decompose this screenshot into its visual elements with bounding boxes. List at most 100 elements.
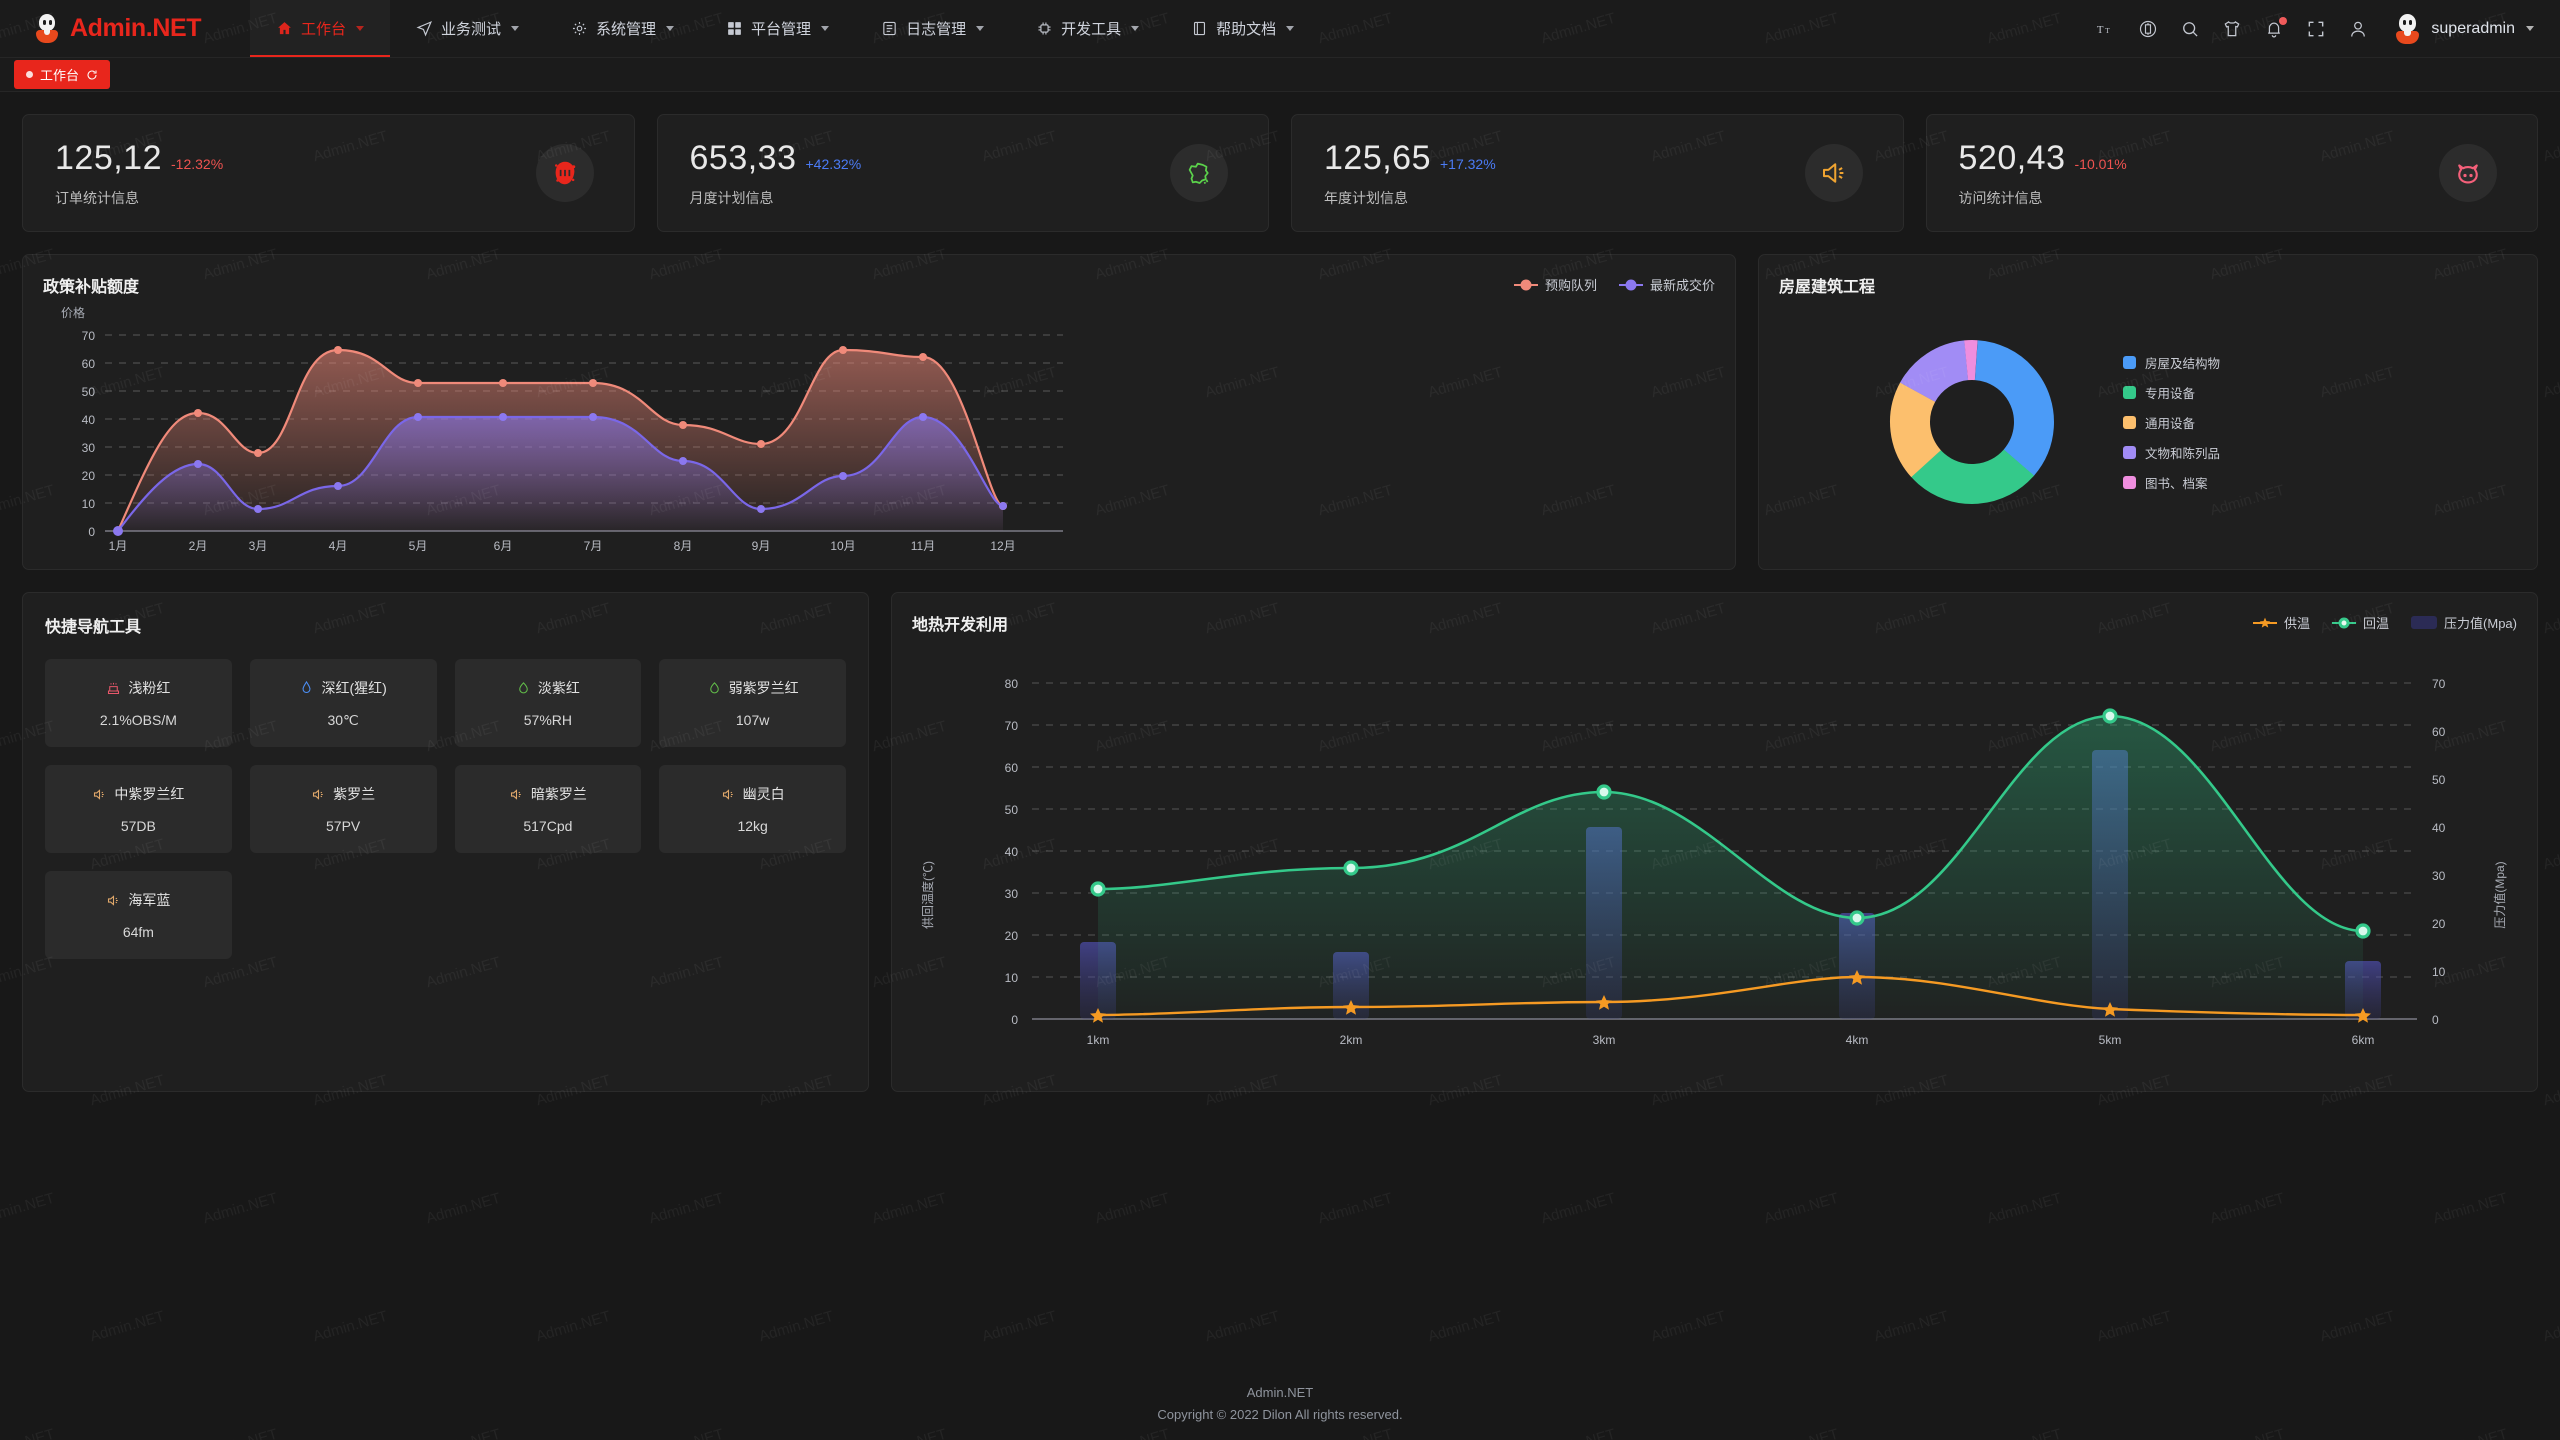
refresh-icon[interactable] bbox=[86, 69, 98, 81]
mascot-logo-icon bbox=[34, 13, 60, 44]
legend-item-cultural-relics[interactable]: 文物和陈列品 bbox=[2123, 443, 2220, 462]
user-menu[interactable]: superadmin bbox=[2394, 13, 2534, 44]
legend-line-icon bbox=[1513, 279, 1538, 290]
svg-text:10: 10 bbox=[82, 497, 96, 511]
svg-text:30: 30 bbox=[82, 441, 96, 455]
policy-subsidy-area-chart: 价格 70 60 50 40 30 20 10 0 bbox=[61, 305, 1063, 553]
svg-text:50: 50 bbox=[2432, 773, 2446, 787]
stat-delta: +17.32% bbox=[1440, 155, 1496, 172]
svg-text:20: 20 bbox=[82, 469, 96, 483]
nav-item-platform-manage[interactable]: 平台管理 bbox=[700, 0, 855, 57]
legend-swatch bbox=[2123, 355, 2136, 369]
stat-card-monthly-plan[interactable]: 653,33 +42.32% 月度计划信息 bbox=[656, 114, 1269, 232]
quick-nav-item-1[interactable]: 深红(猩红) 30℃ bbox=[249, 659, 437, 747]
user-icon[interactable] bbox=[2348, 19, 2368, 39]
svg-text:1月: 1月 bbox=[109, 539, 128, 551]
brand[interactable]: Admin.NET bbox=[0, 0, 250, 57]
svg-text:30: 30 bbox=[1005, 887, 1019, 901]
legend-label: 专用设备 bbox=[2145, 386, 2196, 401]
theme-shirt-icon[interactable] bbox=[2222, 19, 2242, 39]
legend-item-pressure[interactable]: 压力值(Mpa) bbox=[2411, 613, 2517, 632]
nav-item-system-manage[interactable]: 系统管理 bbox=[545, 0, 700, 57]
svg-text:11月: 11月 bbox=[911, 539, 935, 551]
legend-swatch bbox=[2123, 475, 2136, 489]
volume-icon bbox=[509, 787, 524, 802]
footer-copyright: Copyright © 2022 Dilon All rights reserv… bbox=[1157, 1406, 1403, 1422]
search-icon[interactable] bbox=[2180, 19, 2200, 39]
quick-nav-label: 海军蓝 bbox=[128, 892, 171, 908]
svg-text:6月: 6月 bbox=[494, 539, 513, 551]
svg-text:3月: 3月 bbox=[249, 539, 268, 551]
building-donut-chart bbox=[1890, 340, 2054, 504]
legend-item-special-equipment[interactable]: 专用设备 bbox=[2123, 383, 2220, 402]
legend-line-icon bbox=[1618, 279, 1643, 290]
quick-nav-item-4[interactable]: 中紫罗兰红 57DB bbox=[45, 765, 232, 853]
quick-nav-label: 幽灵白 bbox=[742, 786, 785, 802]
gitee-cat-icon bbox=[2439, 144, 2497, 202]
speaker-icon bbox=[1804, 144, 1863, 202]
svg-text:9月: 9月 bbox=[752, 539, 771, 551]
nav-item-label: 系统管理 bbox=[596, 21, 657, 38]
legend-item-general-equipment[interactable]: 通用设备 bbox=[2123, 413, 2220, 432]
panel-title: 地热开发利用 bbox=[912, 617, 1009, 634]
leaf-icon bbox=[707, 681, 722, 696]
page-footer: Admin.NET Copyright © 2022 Dilon All rig… bbox=[0, 1366, 2560, 1440]
nav-item-help-docs[interactable]: 帮助文档 bbox=[1165, 0, 1320, 57]
stat-label: 月度计划信息 bbox=[689, 189, 774, 206]
stat-card-yearly-plan[interactable]: 125,65 +17.32% 年度计划信息 bbox=[1291, 114, 1904, 232]
svg-text:8月: 8月 bbox=[674, 539, 693, 551]
stat-card-visits[interactable]: 520,43 -10.01% 访问统计信息 bbox=[1925, 114, 2538, 232]
tab-bar: 工作台 bbox=[0, 58, 2560, 92]
chip-icon bbox=[1036, 20, 1053, 37]
bell-icon[interactable] bbox=[2264, 16, 2288, 39]
chevron-down-icon bbox=[821, 26, 830, 31]
stat-label: 访问统计信息 bbox=[1958, 189, 2043, 206]
quick-nav-item-8[interactable]: 海军蓝 64fm bbox=[45, 871, 232, 959]
gear-icon bbox=[571, 20, 588, 37]
quick-nav-item-3[interactable]: 弱紫罗兰红 107w bbox=[659, 659, 846, 747]
chevron-down-icon bbox=[1286, 26, 1295, 31]
legend-item-return-temp[interactable]: 回温 bbox=[2332, 613, 2389, 632]
legend-swatch bbox=[2123, 415, 2136, 429]
quick-nav-value: 30℃ bbox=[327, 711, 359, 728]
fullscreen-icon[interactable] bbox=[2306, 19, 2326, 39]
legend-item-books-archives[interactable]: 图书、档案 bbox=[2123, 473, 2220, 492]
donut-legend: 房屋及结构物 专用设备 通用设备 文物和陈列品 bbox=[2123, 353, 2220, 492]
stat-label: 年度计划信息 bbox=[1324, 189, 1408, 206]
quick-nav-value: 57DB bbox=[120, 818, 156, 834]
legend-label: 文物和陈列品 bbox=[2145, 446, 2221, 461]
volume-icon bbox=[106, 893, 121, 908]
stat-card-orders[interactable]: 125,12 -12.32% 订单统计信息 bbox=[22, 114, 635, 232]
legend-item-presale[interactable]: 预购队列 bbox=[1513, 275, 1597, 294]
legend-item-supply-temp[interactable]: 供温 bbox=[2253, 613, 2310, 632]
legend-item-structures[interactable]: 房屋及结构物 bbox=[2123, 353, 2220, 372]
stat-cards-row: 125,12 -12.32% 订单统计信息 653,33 +42.32% 月度计… bbox=[22, 114, 2538, 232]
quick-nav-label: 浅粉红 bbox=[128, 680, 171, 696]
supply-temp-markers bbox=[1090, 970, 2371, 1023]
panel-title: 快捷导航工具 bbox=[45, 619, 142, 636]
blob-red-icon bbox=[535, 144, 594, 202]
y2-axis-title: 压力值(Mpa) bbox=[2492, 861, 2507, 928]
quick-nav-item-7[interactable]: 幽灵白 12kg bbox=[659, 765, 846, 853]
quick-nav-item-6[interactable]: 暗紫罗兰 517Cpd bbox=[454, 765, 642, 853]
language-icon[interactable] bbox=[2138, 19, 2158, 39]
notification-badge bbox=[2279, 16, 2288, 25]
document-icon bbox=[881, 20, 898, 37]
nav-item-business-test[interactable]: 业务测试 bbox=[390, 0, 545, 57]
nav-item-dev-tools[interactable]: 开发工具 bbox=[1010, 0, 1165, 57]
quick-nav-item-5[interactable]: 紫罗兰 57PV bbox=[249, 765, 437, 853]
svg-text:30: 30 bbox=[2432, 869, 2446, 883]
nav-item-log-manage[interactable]: 日志管理 bbox=[855, 0, 1010, 57]
legend-item-latest-price[interactable]: 最新成交价 bbox=[1618, 275, 1715, 294]
legend-label: 预购队列 bbox=[1544, 278, 1597, 293]
svg-text:50: 50 bbox=[1005, 803, 1019, 817]
quick-nav-item-0[interactable]: 浅粉红 2.1%OBS/M bbox=[45, 659, 232, 747]
quick-nav-value: 107w bbox=[735, 712, 770, 728]
brand-name: Admin.NET bbox=[70, 14, 202, 42]
stat-value: 125,12 bbox=[55, 138, 162, 177]
quick-nav-item-2[interactable]: 淡紫红 57%RH bbox=[454, 659, 642, 747]
tab-workbench[interactable]: 工作台 bbox=[14, 60, 111, 89]
nav-item-workbench[interactable]: 工作台 bbox=[250, 0, 391, 57]
stat-delta: -12.32% bbox=[171, 155, 224, 172]
